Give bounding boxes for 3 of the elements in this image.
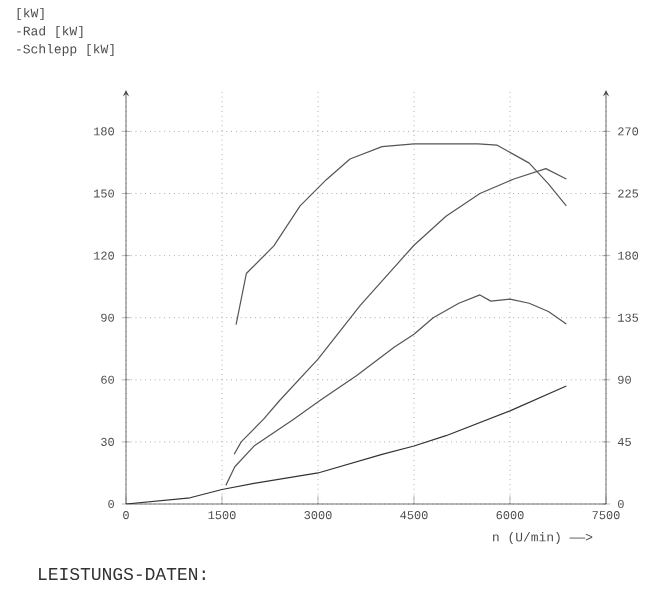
text: LEISTUNGS-DATEN: — [39, 567, 205, 581]
line-series — [126, 385, 567, 504]
line-series — [225, 294, 567, 486]
